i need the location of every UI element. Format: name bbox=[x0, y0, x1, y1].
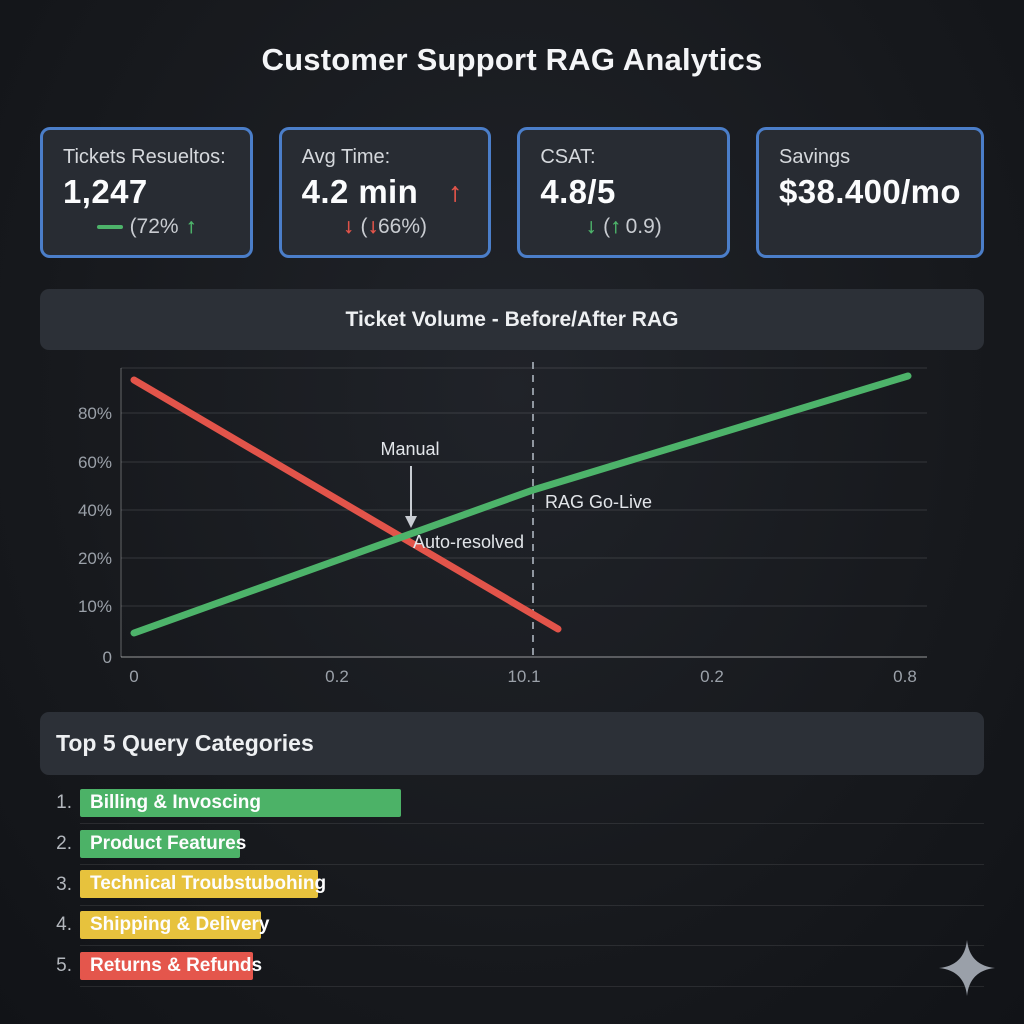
annotation-arrowhead-icon bbox=[405, 516, 417, 528]
arrow-down-icon: ↓ bbox=[367, 215, 378, 238]
kpi-delta-text: (72% bbox=[129, 215, 179, 238]
y-tick: 80% bbox=[78, 404, 112, 423]
kpi-label: Savings bbox=[779, 146, 851, 168]
kpi-delta: ↓ ( ↓ 66%) bbox=[302, 215, 469, 239]
kpi-value: 1,247 bbox=[63, 173, 148, 210]
kpi-value: 4.2 min bbox=[301, 173, 419, 210]
category-bar: Billing & Invoscing bbox=[80, 788, 401, 817]
kpi-delta-text: 66%) bbox=[377, 215, 428, 238]
y-tick: 40% bbox=[78, 501, 112, 520]
x-axis-ticks: 0 0.2 10.1 0.2 0.8 bbox=[129, 667, 917, 686]
kpi-card-row: Tickets Resueltos: 1,247 (72% ↑ Avg Time… bbox=[40, 127, 984, 258]
category-bar: Returns & Refunds bbox=[80, 951, 262, 980]
chart-title-bar: Ticket Volume - Before/After RAG bbox=[40, 289, 984, 350]
rank-number: 3. bbox=[56, 873, 72, 895]
arrow-up-icon: ↑ bbox=[610, 215, 621, 238]
kpi-label: Avg Time: bbox=[301, 146, 391, 168]
rank-number: 1. bbox=[56, 792, 72, 814]
list-item: 4. Shipping & Delivery bbox=[40, 905, 984, 947]
line-chart: 80% 60% 40% 20% 10% 0 0 0.2 10.1 0.2 0.8… bbox=[78, 362, 927, 686]
category-bar: Shipping & Delivery bbox=[80, 910, 269, 939]
y-tick: 60% bbox=[78, 453, 112, 472]
auto-resolved-series-line bbox=[130, 372, 912, 637]
manual-series-line bbox=[130, 376, 562, 633]
list-item: 2. Product Features bbox=[40, 824, 984, 865]
kpi-card-csat: CSAT: 4.8/5 ↓ ( ↑ 0.9) bbox=[517, 127, 731, 258]
top5-title-bar: Top 5 Query Categories bbox=[40, 712, 984, 775]
rank-number: 5. bbox=[56, 955, 72, 977]
kpi-label: CSAT: bbox=[540, 146, 596, 168]
x-tick: 0.8 bbox=[893, 667, 917, 686]
arrow-down-icon: ↓ bbox=[585, 215, 597, 238]
y-tick: 10% bbox=[78, 597, 112, 616]
kpi-delta-text: ( bbox=[360, 215, 368, 238]
category-bar: Technical Troubstubohing bbox=[80, 870, 326, 899]
manual-annotation: Manual bbox=[380, 439, 439, 459]
page-title: Customer Support RAG Analytics bbox=[261, 42, 763, 77]
category-bar: Product Features bbox=[80, 829, 246, 858]
y-tick: 0 bbox=[103, 648, 112, 667]
x-tick: 10.1 bbox=[507, 667, 540, 686]
kpi-card-tickets-resolved: Tickets Resueltos: 1,247 (72% ↑ bbox=[40, 127, 253, 258]
kpi-delta-text: ( bbox=[603, 215, 611, 238]
y-axis-ticks: 80% 60% 40% 20% 10% 0 bbox=[78, 404, 112, 667]
x-tick: 0.2 bbox=[325, 667, 349, 686]
kpi-label: Tickets Resueltos: bbox=[63, 146, 226, 168]
kpi-delta-text: 0.9) bbox=[625, 215, 662, 238]
auto-resolved-annotation: Auto-resolved bbox=[413, 532, 524, 552]
rank-number: 4. bbox=[56, 914, 72, 936]
x-tick: 0.2 bbox=[700, 667, 724, 686]
chart-title: Ticket Volume - Before/After RAG bbox=[345, 307, 679, 331]
trend-flat-icon bbox=[96, 225, 123, 229]
top5-title: Top 5 Query Categories bbox=[56, 730, 314, 756]
kpi-card-savings: Savings $38.400/mo bbox=[756, 127, 984, 258]
kpi-delta: (72% ↑ bbox=[63, 215, 230, 239]
kpi-value: $38.400/mo bbox=[779, 173, 961, 210]
rag-golive-annotation: RAG Go-Live bbox=[545, 492, 652, 512]
list-item: 1. Billing & Invoscing bbox=[40, 783, 984, 825]
sparkle-icon bbox=[939, 940, 995, 996]
list-item: 3. Technical Troubstubohing bbox=[40, 864, 984, 906]
arrow-down-icon: ↓ bbox=[342, 215, 354, 238]
x-tick: 0 bbox=[129, 667, 138, 686]
list-item: 5. Returns & Refunds bbox=[40, 946, 984, 987]
category-list: 1. Billing & Invoscing 2. Product Featur… bbox=[40, 783, 984, 987]
kpi-card-avg-time: Avg Time: 4.2 min ↑ ↓ ( ↓ 66%) bbox=[278, 127, 492, 258]
kpi-delta: ↓ ( ↑ 0.9) bbox=[540, 215, 707, 239]
rank-number: 2. bbox=[56, 833, 72, 855]
arrow-up-icon: ↑ bbox=[448, 176, 462, 207]
arrow-up-icon: ↑ bbox=[185, 215, 197, 238]
kpi-value: 4.8/5 bbox=[540, 173, 616, 210]
y-tick: 20% bbox=[78, 549, 112, 568]
